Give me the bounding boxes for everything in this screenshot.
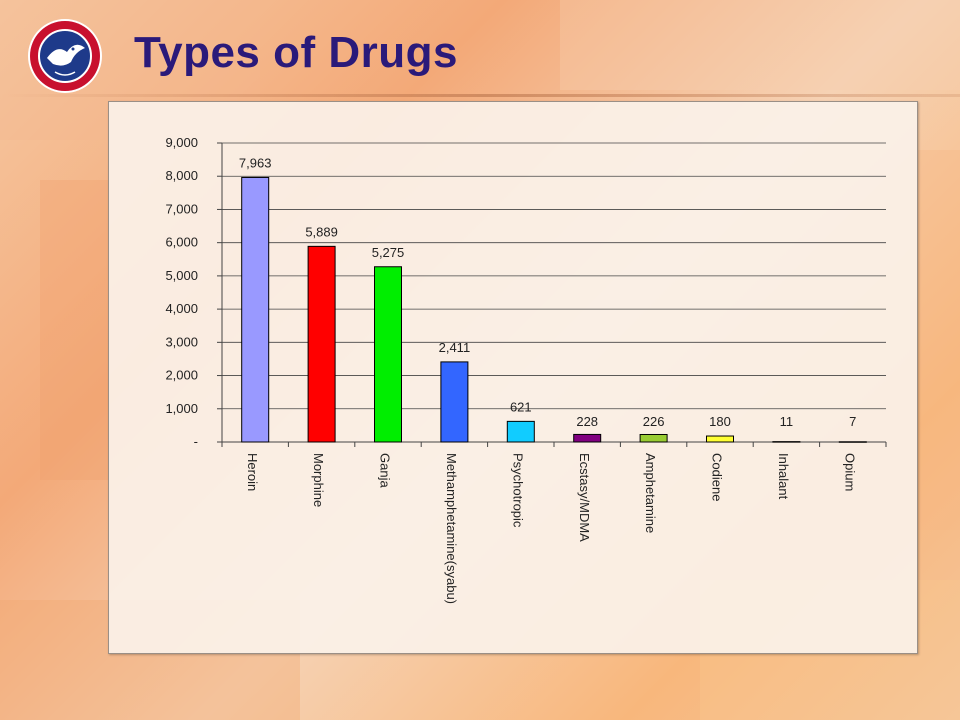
bar <box>573 433 602 443</box>
y-tick-label: - <box>194 434 198 449</box>
data-label: 7,963 <box>239 155 272 170</box>
bar <box>307 245 336 443</box>
bar <box>838 441 867 443</box>
data-label: 226 <box>643 414 665 429</box>
category-label: Morphine <box>311 453 326 507</box>
bar <box>440 361 469 443</box>
y-tick-label: 3,000 <box>165 334 198 349</box>
data-label: 11 <box>780 414 794 429</box>
category-label: Opium <box>842 453 857 491</box>
data-label: 5,889 <box>305 224 338 239</box>
y-tick-label: 4,000 <box>165 301 198 316</box>
bar <box>706 435 734 443</box>
data-label: 2,411 <box>439 340 471 355</box>
y-tick-label: 9,000 <box>165 135 198 150</box>
category-label: Heroin <box>245 453 260 491</box>
y-tick-label: 5,000 <box>165 268 198 283</box>
y-tick-label: 1,000 <box>165 401 198 416</box>
title-divider <box>0 94 960 97</box>
y-tick-label: 8,000 <box>165 168 198 183</box>
bar <box>772 441 801 443</box>
page-title: Types of Drugs <box>134 28 459 77</box>
data-label: 621 <box>510 399 532 414</box>
category-label: Inhalant <box>776 453 791 500</box>
background-block <box>40 180 110 480</box>
bar <box>374 266 402 443</box>
category-label: Methamphetamine(syabu) <box>444 453 459 604</box>
y-tick-label: 7,000 <box>165 201 198 216</box>
agency-logo-icon <box>28 19 102 93</box>
y-tick-label: 2,000 <box>165 368 198 383</box>
data-label: 180 <box>709 414 731 429</box>
background-block <box>910 150 960 530</box>
bar <box>506 420 535 443</box>
category-label: Ecstasy/MDMA <box>577 453 592 542</box>
y-tick-label: 6,000 <box>165 235 198 250</box>
data-label: 7 <box>849 414 856 429</box>
chart-panel: - 1,000 2,000 3,000 4,000 5,000 6,000 7,000 8,00… <box>108 101 918 654</box>
category-label: Amphetamine <box>643 453 658 533</box>
bar <box>639 433 668 443</box>
category-label: Codiene <box>710 453 725 501</box>
bar <box>241 176 270 443</box>
bar-chart: - 1,000 2,000 3,000 4,000 5,000 6,000 7,000 8,00… <box>165 135 887 604</box>
category-label: Psychotropic <box>510 453 525 528</box>
background-block <box>560 0 960 90</box>
category-label: Ganja <box>378 453 393 488</box>
data-label: 5,275 <box>372 245 405 260</box>
data-label: 228 <box>576 414 598 429</box>
